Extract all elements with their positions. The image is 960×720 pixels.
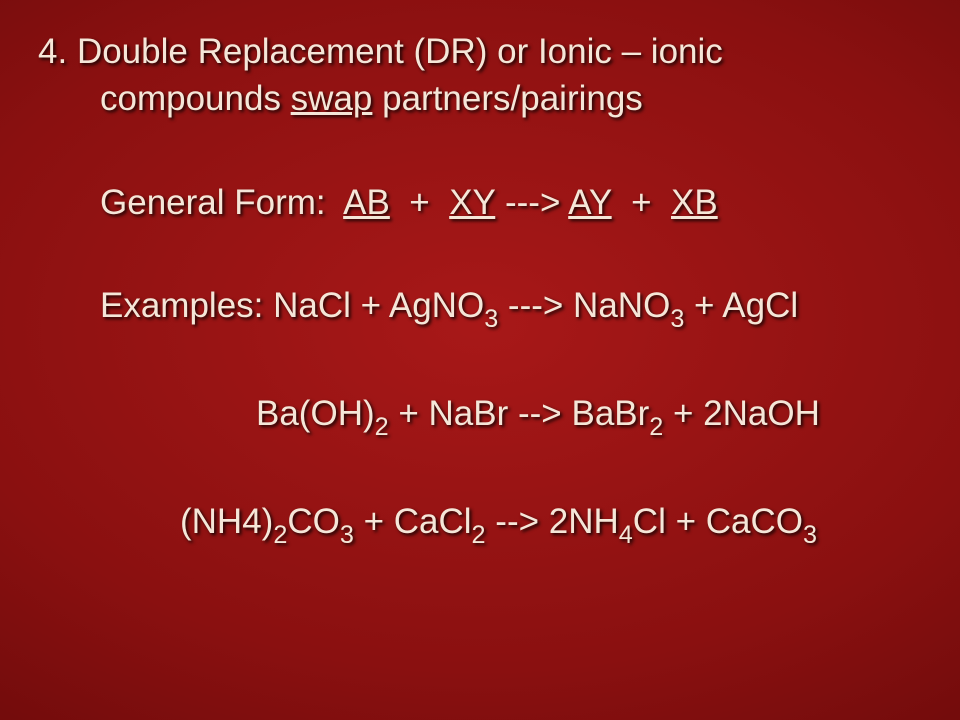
eq1-b-sub: 3 xyxy=(670,305,684,333)
eq2-c: + 2NaOH xyxy=(663,394,820,433)
eq3-e-sub: 3 xyxy=(803,521,817,549)
title-text-1: Double Replacement (DR) or Ionic – ionic xyxy=(77,32,723,71)
eq2-a-sub: 2 xyxy=(375,413,389,441)
eq3-b: CO xyxy=(287,502,340,541)
gf-plus2: + xyxy=(612,183,671,222)
example-3-block: (NH4)2CO3 + CaCl2 --> 2NH4Cl + CaCO3 xyxy=(38,498,922,550)
eq3-d-sub: 4 xyxy=(619,521,633,549)
ex-label: Examples: xyxy=(100,286,273,325)
general-form-line: General Form: AB + XY ---> AY + XB xyxy=(100,179,922,226)
eq3-d: --> 2NH xyxy=(486,502,619,541)
eq3-a: (NH4) xyxy=(180,502,273,541)
eq3-c-sub: 2 xyxy=(472,521,486,549)
gf-xb: XB xyxy=(671,183,718,222)
example-2-line: Ba(OH)2 + NaBr --> BaBr2 + 2NaOH xyxy=(256,390,922,442)
title-line-1: 4. Double Replacement (DR) or Ionic – io… xyxy=(38,28,922,75)
gf-ay: AY xyxy=(568,183,611,222)
eq1-a: NaCl + AgNO xyxy=(273,286,484,325)
eq1-a-sub: 3 xyxy=(484,305,498,333)
gf-arrow: ---> xyxy=(495,183,568,222)
slide-content: 4. Double Replacement (DR) or Ionic – io… xyxy=(0,0,960,720)
eq2-a: Ba(OH) xyxy=(256,394,375,433)
gf-plus1: + xyxy=(390,183,449,222)
gf-xy: XY xyxy=(449,183,495,222)
eq3-c: + CaCl xyxy=(354,502,472,541)
title-suffix: partners/pairings xyxy=(372,79,642,118)
eq1-b: ---> NaNO xyxy=(498,286,670,325)
general-form-block: General Form: AB + XY ---> AY + XB xyxy=(38,179,922,226)
eq2-b: + NaBr --> BaBr xyxy=(389,394,650,433)
example-1-line: Examples: NaCl + AgNO3 ---> NaNO3 + AgCl xyxy=(100,282,922,334)
gf-ab: AB xyxy=(343,183,390,222)
title-line-2: compounds swap partners/pairings xyxy=(38,75,922,122)
title-block: 4. Double Replacement (DR) or Ionic – io… xyxy=(38,28,922,123)
example-2-block: Ba(OH)2 + NaBr --> BaBr2 + 2NaOH xyxy=(38,390,922,442)
eq3-e: Cl + CaCO xyxy=(633,502,803,541)
bullet-number: 4. xyxy=(38,32,67,71)
title-swap: swap xyxy=(291,79,373,118)
title-prefix: compounds xyxy=(100,79,291,118)
example-1-block: Examples: NaCl + AgNO3 ---> NaNO3 + AgCl xyxy=(38,282,922,334)
example-3-line: (NH4)2CO3 + CaCl2 --> 2NH4Cl + CaCO3 xyxy=(180,498,922,550)
eq2-b-sub: 2 xyxy=(649,413,663,441)
eq1-c: + AgCl xyxy=(684,286,798,325)
eq3-b-sub: 3 xyxy=(340,521,354,549)
eq3-a-sub: 2 xyxy=(273,521,287,549)
gf-label: General Form: xyxy=(100,183,343,222)
